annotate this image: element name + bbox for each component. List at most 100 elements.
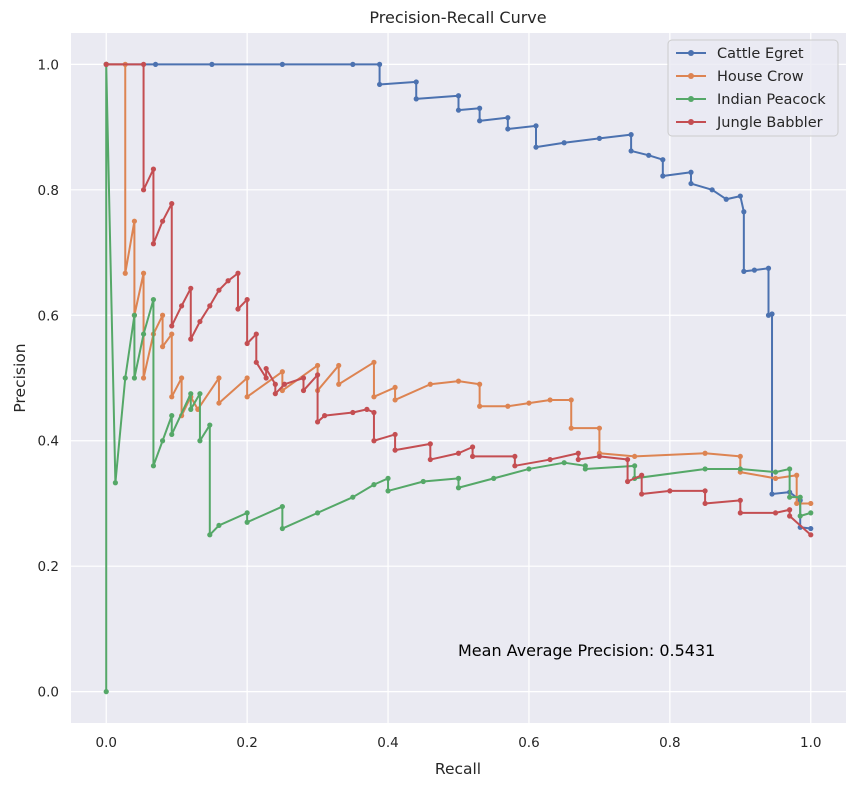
data-point [392,397,398,403]
data-point [150,463,157,469]
data-point [244,510,250,516]
data-point [455,378,462,384]
data-point [808,525,814,532]
data-point [279,61,285,67]
data-point [808,510,814,516]
data-point [336,362,342,369]
data-point [455,450,462,456]
data-point [371,394,377,400]
data-point [455,107,462,113]
data-point [207,532,213,538]
x-tick-label: 0.6 [518,735,539,751]
data-point [413,96,419,102]
data-point [639,472,645,478]
data-point [216,522,222,529]
data-point [737,466,743,472]
data-point [628,132,634,138]
data-point [216,400,222,406]
series-line-cattle-egret [106,63,811,530]
data-point [279,525,285,532]
data-point [787,466,793,472]
data-point [169,413,175,419]
data-point [169,394,175,400]
data-point [526,400,532,406]
data-point [688,169,694,175]
series-jungle-babbler [103,61,814,538]
series-layer [103,61,814,695]
data-point [469,453,476,460]
data-point [350,494,356,500]
data-point [131,375,138,381]
data-point [209,61,215,67]
data-point [131,312,138,318]
data-point [526,466,532,472]
data-point [350,61,356,67]
data-point [122,270,128,276]
data-point [235,306,241,312]
map-annotation: Mean Average Precision: 0.5431 [458,641,715,660]
data-point [140,331,147,337]
data-point [350,409,356,416]
data-point [216,375,222,381]
x-tick-label: 0.0 [95,735,116,751]
data-point [188,336,194,342]
series-cattle-egret [103,61,814,532]
data-point [737,510,743,516]
legend-label: House Crow [717,69,804,85]
data-point [797,494,803,500]
data-point [300,387,307,394]
x-tick-label: 0.8 [659,735,680,751]
data-point [624,478,631,485]
data-point [207,422,213,428]
data-point [169,323,175,329]
data-point [279,369,285,375]
series-house-crow [103,61,814,507]
data-point [263,365,269,372]
x-tick-label: 0.4 [377,735,398,751]
data-point [244,296,250,303]
data-point [272,391,278,397]
data-point [702,450,708,456]
data-point [561,460,567,466]
data-point [512,453,518,460]
data-point [420,478,426,485]
data-point [596,135,603,141]
data-point [385,488,391,494]
data-point [632,453,638,460]
data-point [272,381,278,387]
data-point [427,381,433,387]
data-point [455,93,462,99]
data-point [639,491,645,497]
legend-marker [688,50,694,56]
data-point [772,475,779,481]
data-point [477,118,483,124]
data-point [385,475,391,481]
data-point [808,500,814,507]
data-point [371,359,377,365]
y-axis-label: Precision [11,343,29,412]
x-tick-label: 0.2 [236,735,257,751]
data-point [314,510,321,516]
data-point [188,285,194,291]
data-point [169,431,175,438]
data-point [122,375,128,381]
data-point [188,406,194,412]
data-point [702,466,708,472]
data-point [505,126,511,132]
data-point [709,187,715,193]
data-point [568,425,574,431]
data-point [112,480,118,486]
data-point [314,362,321,369]
data-point [207,303,213,309]
data-point [646,152,652,158]
data-point [787,494,793,500]
legend-label: Indian Peacock [717,92,826,108]
data-point [371,409,377,416]
data-point [575,456,581,463]
data-point [150,241,157,247]
data-point [371,482,377,488]
data-point [702,488,708,494]
data-point [582,466,588,472]
x-tick-label: 1.0 [800,735,821,751]
